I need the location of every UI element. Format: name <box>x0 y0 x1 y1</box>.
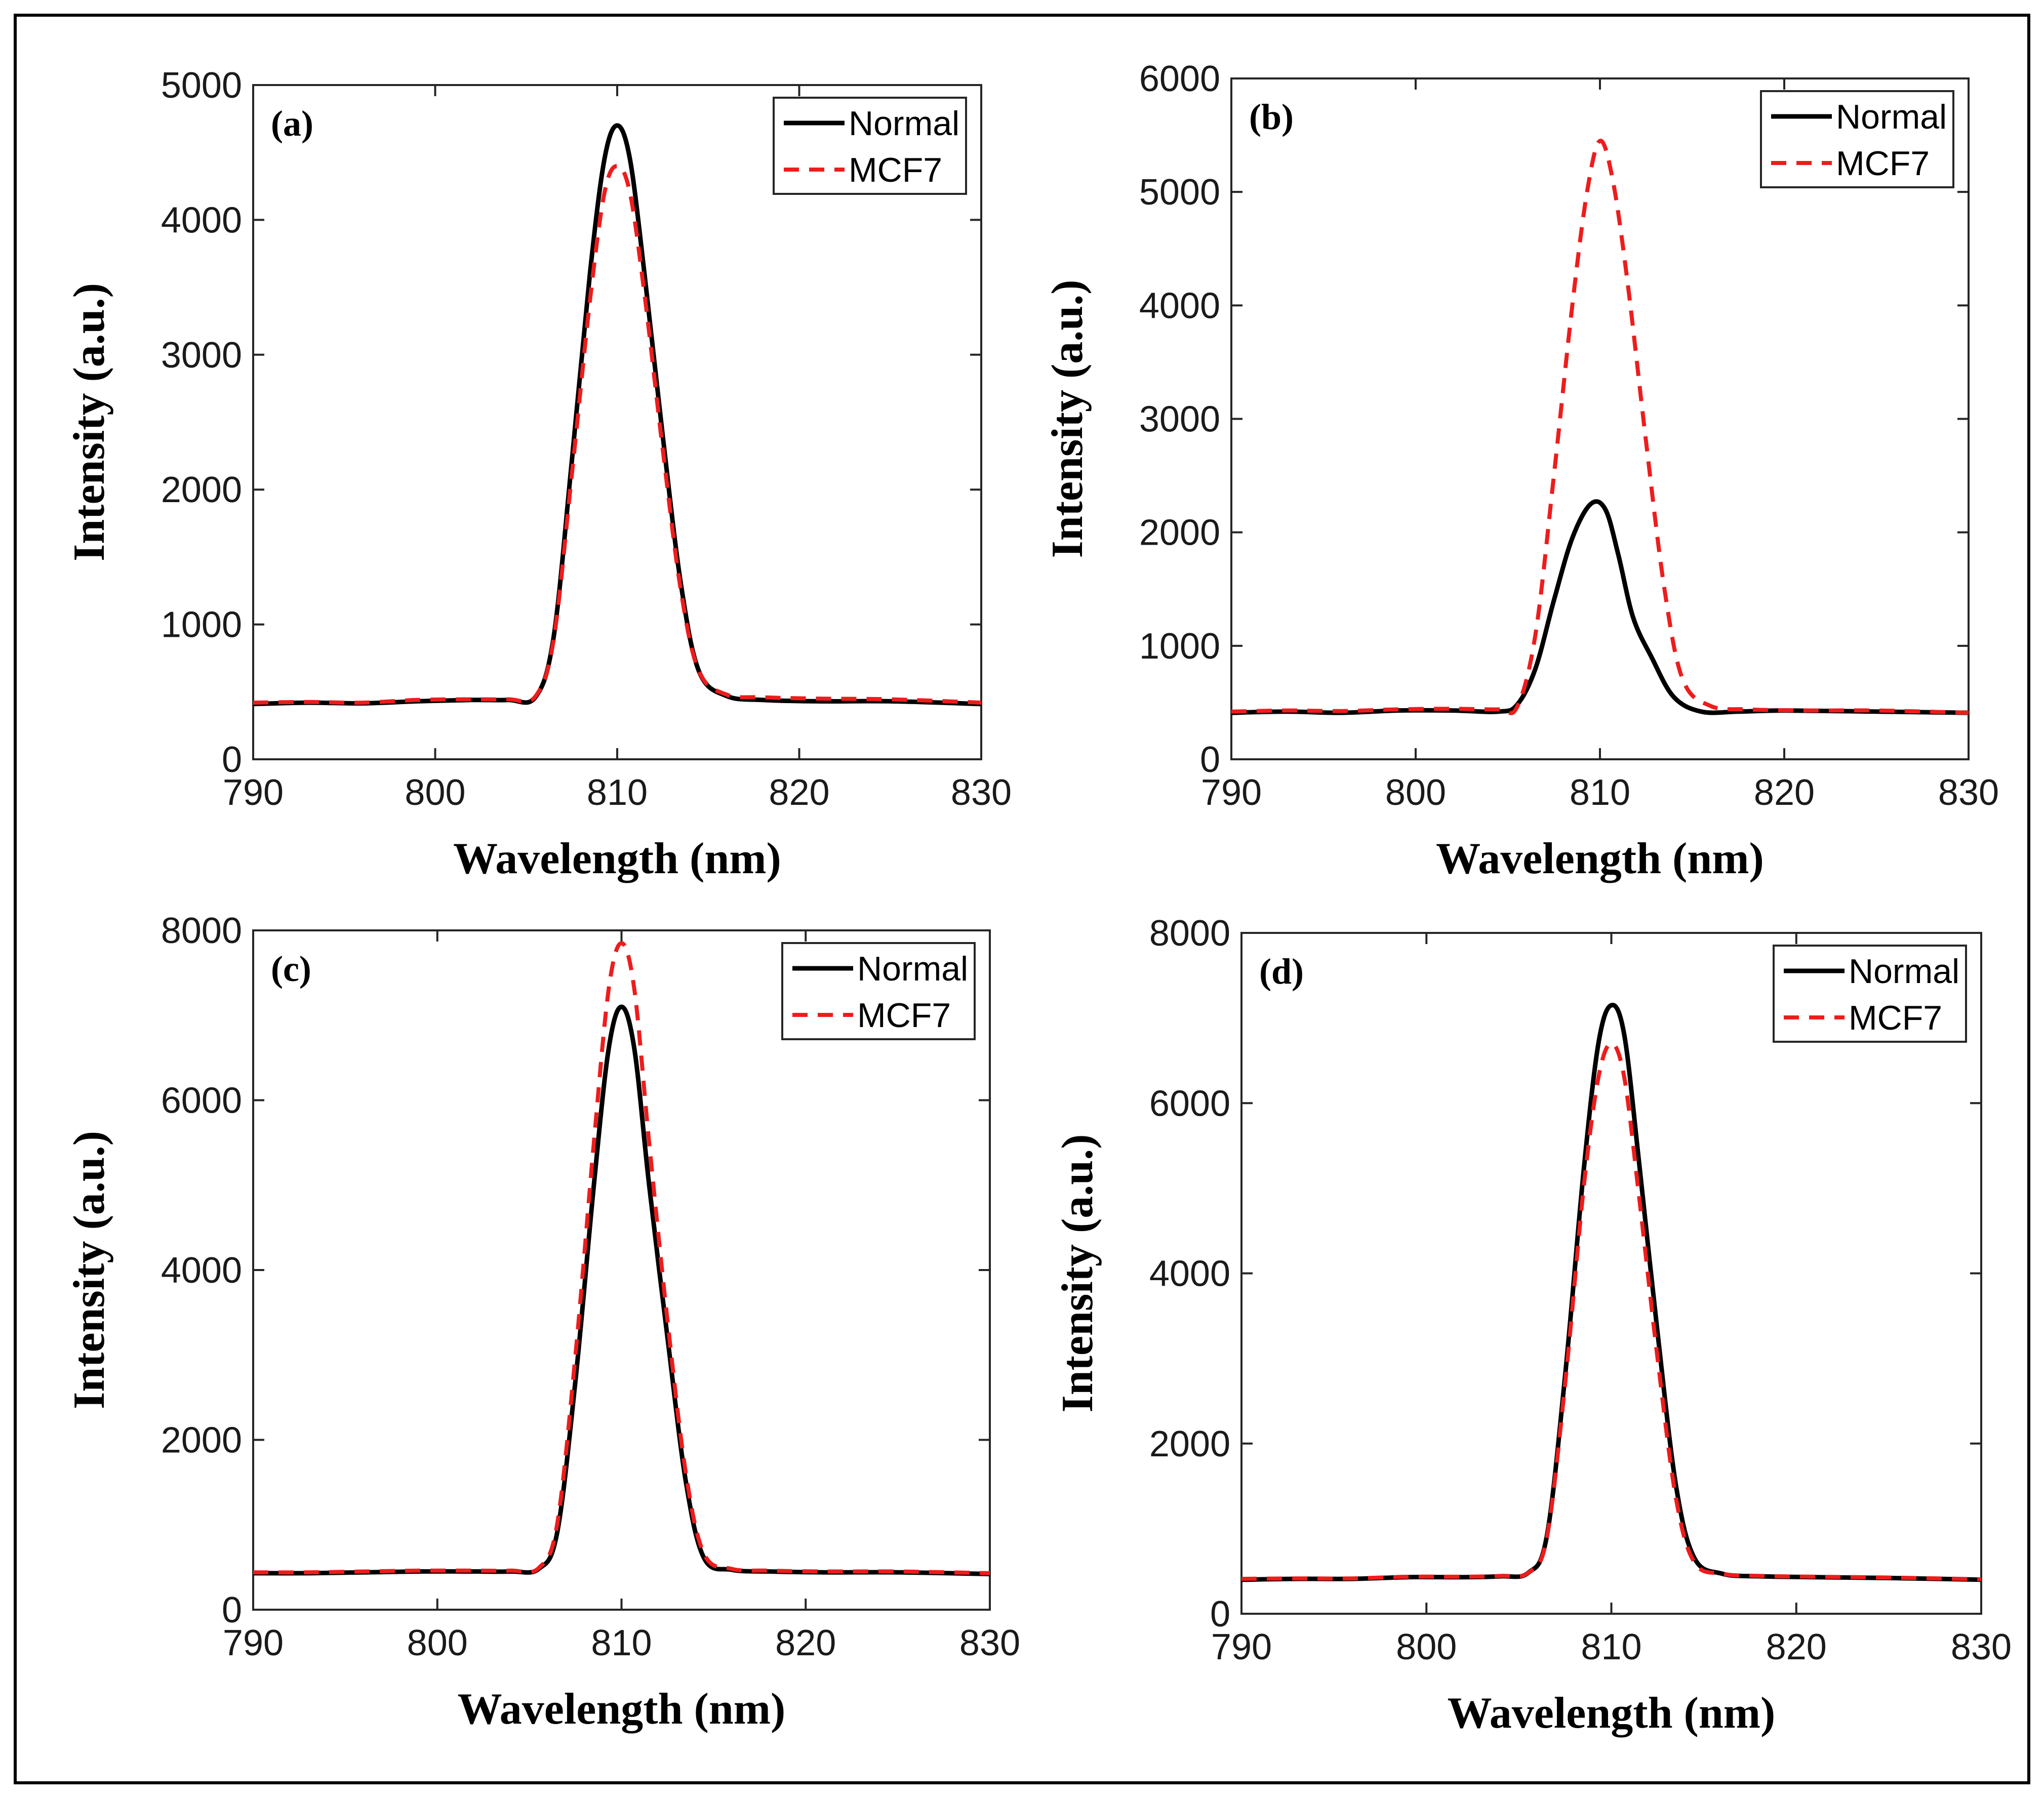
plot-area <box>1230 77 1970 760</box>
legend-box <box>773 97 967 195</box>
x-axis-title: Wavelength (nm) <box>1448 1689 1776 1738</box>
series-line-normal <box>253 123 982 707</box>
x-tick-label: 810 <box>587 772 648 813</box>
x-tick-label: 830 <box>1951 1627 2012 1667</box>
y-tick-label: 5000 <box>161 65 242 106</box>
y-tick-label: 4000 <box>1139 285 1220 326</box>
x-tick-label: 830 <box>951 772 1012 813</box>
x-tick-label: 800 <box>405 772 465 813</box>
panel-label: (a) <box>271 103 313 144</box>
x-tick-label: 790 <box>1211 1627 1272 1667</box>
x-tick-label: 800 <box>1385 772 1446 813</box>
x-axis-title: Wavelength (nm) <box>1436 834 1764 883</box>
y-tick-label: 0 <box>222 740 242 780</box>
legend: Normal MCF7 <box>773 97 967 195</box>
legend-box <box>1773 945 1967 1043</box>
legend-label-mcf7: MCF7 <box>1849 999 1942 1037</box>
y-tick-label: 4000 <box>161 200 242 240</box>
y-tick-label: 0 <box>222 1590 242 1630</box>
panel-label: (d) <box>1259 951 1304 992</box>
y-tick-label: 6000 <box>1139 59 1220 99</box>
x-tick-label: 830 <box>959 1623 1020 1663</box>
x-tick-label: 790 <box>1201 772 1262 813</box>
legend-label-mcf7: MCF7 <box>849 151 942 189</box>
x-axis-title: Wavelength (nm) <box>458 1685 786 1734</box>
y-tick-label: 2000 <box>161 470 242 510</box>
series-line-mcf7 <box>1231 139 1969 715</box>
y-tick-label: 2000 <box>161 1420 242 1461</box>
legend: Normal MCF7 <box>1773 945 1967 1043</box>
plot-area <box>252 84 982 760</box>
panel-b: 790 800 810 820 830 0 1000 2000 3000 4000 5000 6000… <box>1043 59 1999 883</box>
y-tick-label: 0 <box>1210 1594 1230 1634</box>
legend: Normal MCF7 <box>1760 90 1954 188</box>
series-line-normal <box>1231 499 1969 715</box>
y-tick-label: 1000 <box>1139 626 1220 667</box>
y-axis-title: Intensity (a.u.) <box>65 283 114 561</box>
panel-a: 790 800 810 820 830 0 1000 2000 3000 4000 5000 (a) W… <box>65 65 1012 883</box>
x-tick-label: 790 <box>223 1623 284 1663</box>
legend-label-mcf7: MCF7 <box>1836 144 1930 183</box>
x-tick-label: 810 <box>591 1623 652 1663</box>
x-tick-label: 810 <box>1570 772 1630 813</box>
y-tick-label: 2000 <box>1149 1424 1230 1464</box>
series-line-mcf7 <box>253 941 990 1575</box>
y-axis-title: Intensity (a.u.) <box>65 1131 114 1409</box>
x-tick-label: 820 <box>769 772 829 813</box>
x-tick-label: 820 <box>775 1623 836 1663</box>
legend-label-normal: Normal <box>1836 98 1947 136</box>
legend-box <box>1760 90 1954 188</box>
series-line-mcf7 <box>253 164 982 705</box>
panel-d: 790 800 810 820 830 0 2000 4000 6000 8000 (d) Wavel… <box>1053 913 2012 1738</box>
x-tick-label: 800 <box>1396 1627 1457 1667</box>
x-tick-label: 810 <box>1581 1627 1641 1667</box>
x-tick-label: 800 <box>407 1623 468 1663</box>
y-tick-label: 3000 <box>161 335 242 376</box>
x-tick-label: 790 <box>223 772 284 813</box>
y-tick-label: 6000 <box>1149 1083 1230 1124</box>
legend-label-mcf7: MCF7 <box>857 996 951 1035</box>
y-tick-label: 5000 <box>1139 172 1220 213</box>
legend: Normal MCF7 <box>781 942 976 1040</box>
y-tick-label: 4000 <box>161 1250 242 1291</box>
y-axis-title: Intensity (a.u.) <box>1043 279 1092 558</box>
legend-label-normal: Normal <box>849 104 959 143</box>
panel-c: 790 800 810 820 830 0 2000 4000 6000 8000 (c) Wavel… <box>65 911 1020 1734</box>
legend-label-normal: Normal <box>1849 952 1959 991</box>
y-tick-label: 8000 <box>161 911 242 951</box>
series-line-mcf7 <box>1241 1041 1982 1581</box>
panel-label: (b) <box>1249 97 1294 137</box>
panel-label: (c) <box>271 949 311 989</box>
y-tick-label: 2000 <box>1139 513 1220 553</box>
y-tick-label: 3000 <box>1139 399 1220 440</box>
y-tick-label: 4000 <box>1149 1254 1230 1294</box>
y-axis-title: Intensity (a.u.) <box>1053 1134 1102 1412</box>
legend-label-normal: Normal <box>857 950 968 988</box>
y-tick-label: 8000 <box>1149 913 1230 954</box>
x-axis-title: Wavelength (nm) <box>453 834 781 883</box>
x-tick-label: 830 <box>1938 772 1999 813</box>
x-tick-label: 820 <box>1766 1627 1827 1667</box>
legend-box <box>781 942 976 1040</box>
y-tick-label: 6000 <box>161 1081 242 1121</box>
y-tick-label: 0 <box>1200 740 1220 780</box>
y-tick-label: 1000 <box>161 605 242 645</box>
plot-area <box>1240 932 1982 1615</box>
x-tick-label: 820 <box>1754 772 1815 813</box>
